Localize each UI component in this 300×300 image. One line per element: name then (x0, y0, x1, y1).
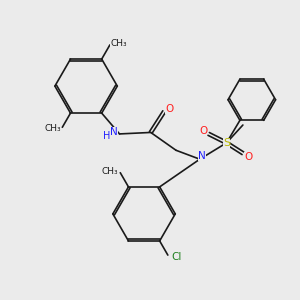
Text: CH₃: CH₃ (110, 39, 127, 48)
Text: S: S (223, 138, 230, 148)
Text: Cl: Cl (172, 252, 182, 262)
Text: CH₃: CH₃ (44, 124, 61, 133)
Text: O: O (199, 126, 208, 136)
Text: N: N (198, 151, 206, 160)
Text: H: H (103, 131, 111, 141)
Text: N: N (110, 127, 118, 136)
Text: O: O (244, 152, 252, 162)
Text: O: O (165, 104, 174, 114)
Text: CH₃: CH₃ (102, 167, 118, 176)
